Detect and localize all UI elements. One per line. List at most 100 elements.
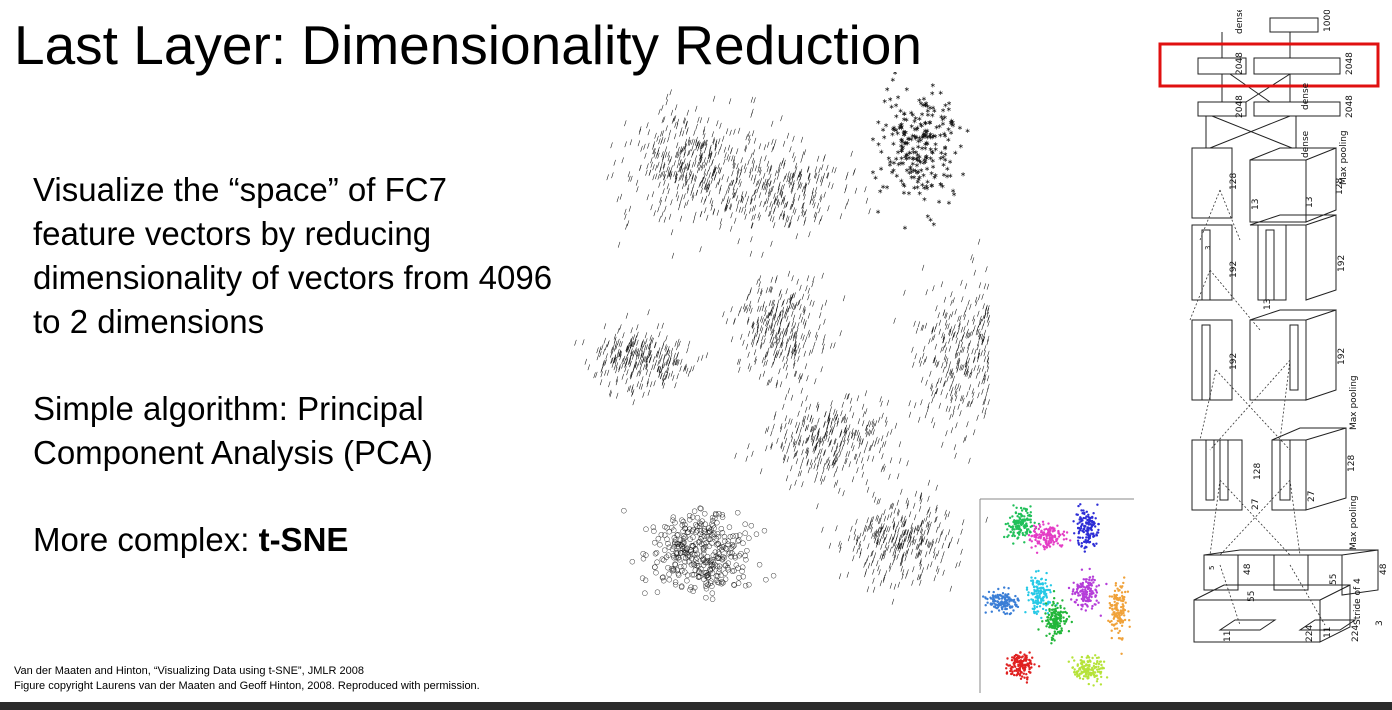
digit-point: ∕: [685, 364, 688, 372]
digit-point: ∕: [846, 171, 849, 179]
digit-point: ∕: [786, 288, 789, 296]
digit-point: ∕: [746, 294, 749, 302]
digit-point: ∕: [782, 299, 785, 307]
digit-point: ∗: [930, 163, 936, 171]
inset-point: [1036, 602, 1039, 605]
digit-point: ∕: [745, 304, 748, 312]
digit-point: ∕: [793, 171, 796, 179]
inset-point: [1040, 530, 1043, 534]
digit-point: ∕: [856, 458, 859, 466]
digit-point: ∕: [751, 214, 754, 222]
digit-point: ∕: [934, 325, 937, 333]
inset-point: [1087, 513, 1090, 516]
digit-point: ∕: [810, 459, 813, 467]
digit-point: ∕: [884, 440, 887, 448]
digit-point: ∕: [836, 414, 839, 422]
digit-point: ∕: [808, 434, 811, 442]
digit-point: ∕: [977, 352, 980, 360]
inset-point: [1078, 586, 1082, 589]
digit-point: ∕: [758, 182, 761, 190]
digit-point: ∕: [719, 122, 722, 130]
digit-point: ∕: [733, 162, 736, 170]
digit-point: ∕: [798, 347, 801, 355]
digit-point: ○: [662, 531, 668, 539]
digit-point: ∕: [658, 173, 661, 181]
digit-point: ∕: [978, 238, 981, 246]
digit-point: ∕: [611, 171, 614, 179]
digit-point: ∕: [730, 146, 733, 154]
digit-point: ∕: [626, 356, 629, 364]
inset-point: [1122, 598, 1125, 602]
digit-point: ∗: [915, 143, 921, 151]
digit-point: ∕: [771, 299, 774, 307]
label-max-pooling-2: Max pooling: [1349, 375, 1359, 430]
digit-point: ∕: [753, 177, 756, 185]
digit-point: ∕: [649, 356, 652, 364]
digit-point: ∕: [790, 418, 793, 426]
digit-point: ∕: [766, 286, 769, 294]
digit-point: ∕: [759, 214, 762, 222]
digit-point: ∕: [950, 394, 953, 402]
digit-point: ∕: [967, 370, 970, 378]
digit-point: ∕: [618, 351, 621, 359]
digit-point: ∕: [740, 165, 743, 173]
inset-point: [1049, 541, 1053, 544]
digit-point: ∕: [787, 322, 790, 330]
digit-point: ∗: [924, 185, 930, 193]
digit-point: ∕: [783, 454, 786, 462]
digit-point: ∕: [658, 181, 661, 189]
digit-point: ∕: [647, 350, 650, 358]
inset-point: [1041, 583, 1045, 586]
digit-point: ∗: [880, 183, 886, 191]
inset-point: [1085, 529, 1088, 532]
inset-point: [1097, 665, 1100, 668]
digit-point: ∕: [942, 542, 945, 550]
digit-point: ∕: [943, 309, 946, 317]
digit-point: ∕: [775, 333, 778, 341]
inset-point: [1045, 625, 1048, 628]
digit-point: ∕: [739, 206, 742, 214]
digit-point: ∗: [888, 158, 894, 166]
digit-point: ∕: [807, 413, 810, 421]
digit-point: ∕: [601, 344, 604, 352]
digit-point: ∕: [798, 170, 801, 178]
digit-point: ∕: [671, 109, 674, 117]
digit-point: ∕: [788, 176, 791, 184]
digit-point: ∕: [648, 343, 651, 351]
digit-point: ∕: [768, 318, 771, 326]
digit-point: ∕: [661, 364, 664, 372]
digit-point: ∕: [760, 341, 763, 349]
inset-point: [1047, 522, 1050, 525]
digit-point: ∕: [738, 238, 741, 246]
inset-point: [990, 610, 993, 613]
digit-point: ∕: [673, 116, 676, 124]
digit-point: ∗: [899, 121, 905, 129]
digit-point: ∕: [646, 356, 649, 364]
digit-point: ∕: [684, 166, 687, 174]
digit-point: ∕: [929, 521, 932, 529]
inset-point: [1027, 534, 1031, 537]
digit-point: ∕: [960, 528, 963, 536]
digit-point: ∕: [625, 360, 628, 368]
digit-point: ∕: [677, 373, 680, 381]
digit-point: ∕: [961, 296, 964, 304]
digit-point: ∕: [793, 314, 796, 322]
label-192-c: 192: [1229, 353, 1239, 370]
digit-point: ∕: [845, 427, 848, 435]
digit-point: ∕: [854, 453, 857, 461]
inset-point: [1113, 627, 1117, 630]
inset-point: [1083, 525, 1087, 528]
digit-point: ∕: [862, 471, 865, 479]
digit-point: ∗: [938, 89, 944, 97]
digit-point: ∕: [712, 136, 715, 144]
digit-point: ∕: [819, 312, 822, 320]
digit-point: ∕: [833, 462, 836, 470]
digit-point: ∕: [680, 145, 683, 153]
digit-point: ∕: [690, 170, 693, 178]
digit-point: ∕: [931, 384, 934, 392]
digit-point: ∗: [904, 116, 910, 124]
digit-point: ∕: [803, 305, 806, 313]
digit-point: ∕: [822, 176, 825, 184]
digit-point: ∕: [653, 148, 656, 156]
digit-point: ∕: [734, 217, 737, 225]
